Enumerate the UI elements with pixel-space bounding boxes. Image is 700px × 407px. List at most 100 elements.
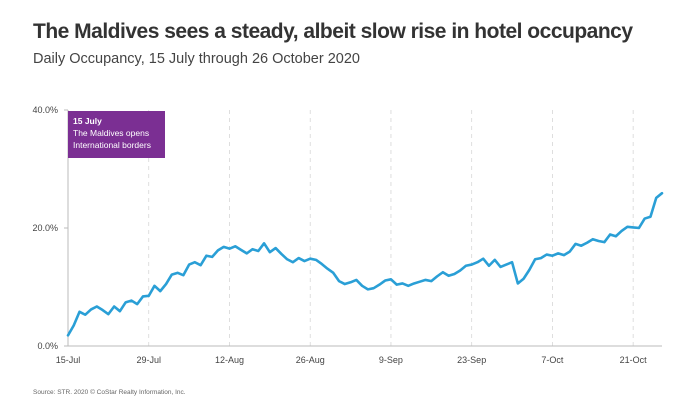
y-tick-label: 20.0% — [32, 223, 58, 233]
data-point — [298, 257, 300, 259]
data-point — [597, 240, 600, 242]
data-point — [396, 284, 398, 286]
data-point — [649, 216, 652, 218]
data-point — [67, 334, 69, 336]
data-point — [148, 295, 150, 297]
x-tick-label: 21-Oct — [620, 355, 648, 365]
x-tick-label: 9-Sep — [379, 355, 403, 365]
data-point — [546, 253, 548, 256]
data-point — [246, 252, 248, 254]
data-point — [390, 278, 392, 280]
data-point — [476, 261, 479, 263]
data-point — [344, 283, 346, 285]
data-point — [430, 280, 432, 282]
data-point — [453, 273, 455, 275]
data-point — [292, 261, 294, 263]
data-point — [384, 279, 386, 282]
data-point — [321, 263, 323, 265]
data-point — [471, 263, 473, 266]
x-tick-label: 12-Aug — [215, 355, 244, 365]
data-point — [211, 256, 213, 258]
data-point — [355, 279, 357, 281]
x-tick-label: 26-Aug — [296, 355, 325, 365]
data-point — [511, 261, 513, 263]
data-point — [603, 241, 605, 243]
data-point — [309, 258, 311, 260]
data-point — [557, 252, 559, 254]
data-point — [413, 282, 415, 285]
data-point — [367, 288, 369, 290]
tick-labels: 0.0% 20.0% 40.0% 15-Jul 29-Jul 12-Aug 26-Aug 9-… — [32, 105, 647, 365]
x-tick-label: 23-Sep — [457, 355, 486, 365]
data-point — [373, 287, 375, 289]
data-point — [217, 249, 219, 252]
data-point — [303, 260, 306, 262]
data-point — [419, 281, 421, 283]
data-point — [586, 242, 588, 244]
x-tick-label: 7-Oct — [541, 355, 564, 365]
data-point — [176, 272, 179, 274]
data-point — [286, 258, 288, 260]
data-point — [436, 275, 438, 277]
data-point — [494, 259, 496, 261]
data-point — [130, 299, 133, 302]
data-point — [165, 283, 167, 285]
annotation-box: 15 July The Maldives opens International… — [68, 111, 165, 158]
y-tick-label: 0.0% — [37, 341, 58, 351]
data-point — [551, 255, 554, 257]
data-point — [580, 245, 582, 247]
data-point — [632, 226, 634, 229]
data-point — [505, 263, 507, 266]
data-point — [661, 192, 663, 194]
y-tick-label: 40.0% — [32, 105, 58, 115]
series-layer — [66, 191, 664, 337]
data-point — [626, 226, 629, 228]
data-point — [448, 275, 450, 277]
data-point — [240, 249, 242, 251]
data-point — [125, 301, 127, 303]
data-point — [73, 324, 75, 326]
data-point — [200, 264, 202, 266]
data-point — [465, 265, 467, 267]
series-points — [67, 192, 663, 336]
data-point — [361, 285, 363, 287]
data-point — [269, 251, 271, 253]
data-point — [326, 268, 329, 270]
data-point — [638, 227, 640, 229]
data-point — [257, 250, 259, 252]
data-point — [349, 281, 352, 283]
series-line — [66, 191, 664, 337]
data-point — [171, 274, 173, 276]
data-point — [378, 284, 381, 286]
data-point — [205, 255, 208, 257]
data-point — [401, 282, 404, 285]
data-point — [569, 251, 571, 253]
annotation-date: 15 July — [73, 116, 102, 126]
data-point — [280, 253, 282, 255]
data-point — [655, 197, 657, 199]
data-point — [90, 308, 92, 311]
data-point — [228, 248, 231, 250]
data-point — [119, 310, 121, 312]
data-point — [136, 303, 138, 305]
data-point — [113, 305, 115, 308]
data-point — [153, 285, 156, 287]
data-point — [194, 261, 196, 263]
data-point — [182, 274, 184, 276]
data-point — [234, 245, 236, 247]
source-note: Source: STR. 2020 © CoStar Realty Inform… — [33, 389, 186, 396]
data-point — [499, 266, 502, 268]
annotation-line-1: The Maldives opens — [73, 128, 150, 138]
data-point — [424, 279, 427, 281]
data-point — [528, 269, 530, 271]
x-tick-label: 15-Jul — [56, 355, 81, 365]
data-point — [442, 271, 444, 273]
data-point — [592, 238, 594, 240]
data-point — [102, 309, 104, 311]
chart-title: The Maldives sees a steady, albeit slow … — [33, 20, 633, 43]
data-point — [644, 217, 646, 220]
data-point — [534, 258, 536, 260]
data-point — [263, 242, 265, 244]
data-point — [78, 311, 81, 313]
